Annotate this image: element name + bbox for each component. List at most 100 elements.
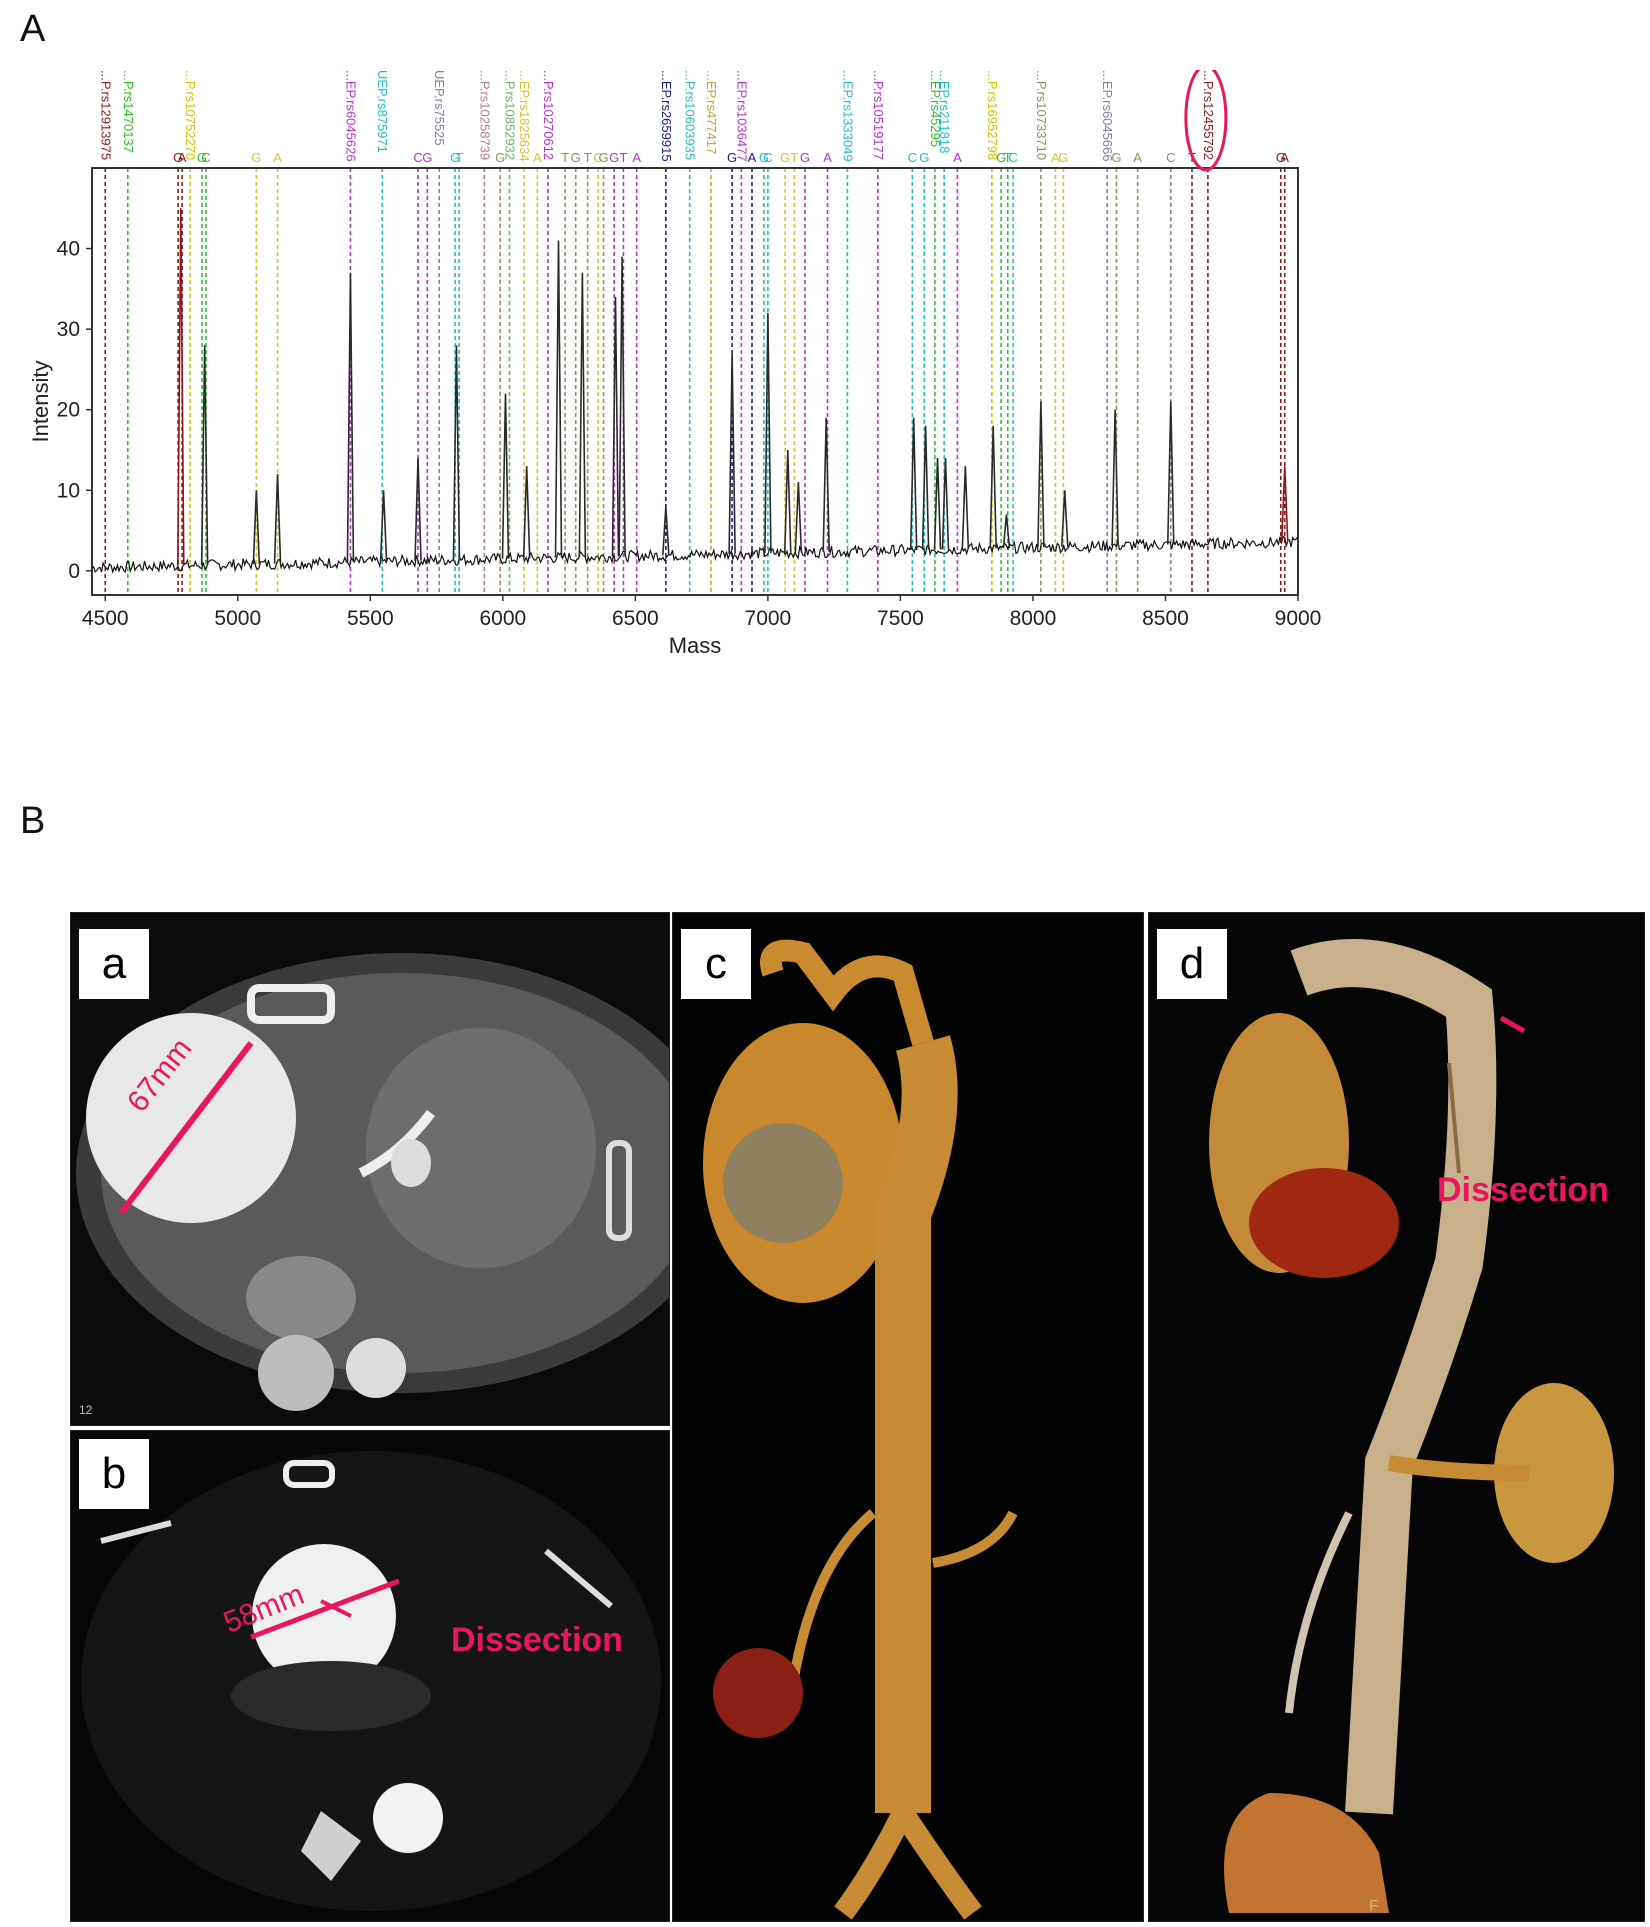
allele-label: G xyxy=(197,150,207,165)
x-tick-label: 6000 xyxy=(479,607,526,630)
3d-panel-c: c xyxy=(672,912,1144,1922)
peak xyxy=(414,458,422,561)
allele-label: G xyxy=(1058,150,1068,165)
marker-label: ...EP.rs1333049 xyxy=(840,70,855,162)
allele-label: G xyxy=(422,150,432,165)
marker-label: ...P.rs10733710 xyxy=(1034,70,1049,160)
allele-label: A xyxy=(533,150,542,165)
peak xyxy=(921,425,930,550)
allele-label: G xyxy=(727,150,737,165)
allele-label: T xyxy=(561,150,569,165)
panel-letter-b: B xyxy=(20,800,46,842)
peak xyxy=(728,353,736,554)
x-tick-label: 5500 xyxy=(347,607,394,630)
x-tick-label: 7500 xyxy=(877,607,924,630)
allele-label: A xyxy=(273,150,282,165)
orientation-mark-d: F xyxy=(1369,1898,1379,1915)
peak xyxy=(1280,466,1289,543)
peak xyxy=(611,296,620,557)
marker-lines xyxy=(104,168,1286,595)
allele-label: T xyxy=(455,150,463,165)
marker-label: ...EP.rs2659915 xyxy=(659,70,674,162)
allele-label: G xyxy=(919,150,929,165)
peak xyxy=(501,393,510,559)
3d-panel-d: d Dissection F xyxy=(1148,912,1645,1922)
allele-label: A xyxy=(1051,150,1060,165)
peak xyxy=(522,466,531,559)
peak xyxy=(452,345,461,560)
marker-labels: ...P.rs12913975 ...P.rs1470137GA...P.rs10… xyxy=(98,70,1289,165)
marker-label: ...P.rs10519177 xyxy=(871,70,886,160)
subpanel-label-a: a xyxy=(79,929,149,999)
slice-number: 12 xyxy=(79,1403,93,1417)
y-tick-label: 10 xyxy=(57,479,80,502)
x-tick-label: 6500 xyxy=(612,607,659,630)
y-tick-label: 30 xyxy=(57,318,80,341)
marker-label: UEP.rs75525 xyxy=(432,70,447,146)
allele-label: C xyxy=(1008,150,1017,165)
marker-label: ...P.rs10752270 xyxy=(183,70,198,160)
peak xyxy=(822,417,831,552)
peak xyxy=(273,474,282,564)
aorta-3d-render-c xyxy=(673,913,1143,1921)
ct-axial-image-b xyxy=(71,1431,669,1921)
spectrum-peaks xyxy=(176,208,1289,566)
allele-label: G xyxy=(609,150,619,165)
allele-label: C xyxy=(594,150,603,165)
allele-label: G xyxy=(996,150,1006,165)
allele-label: T xyxy=(790,150,798,165)
marker-label: ...P.rs12913975 xyxy=(98,70,113,160)
allele-label: A xyxy=(748,150,757,165)
y-axis-label: Intensity xyxy=(28,361,53,443)
peak xyxy=(1111,409,1119,546)
ct-panel-a: a 67mm 12 xyxy=(70,912,670,1426)
allele-label: G xyxy=(598,150,608,165)
subpanel-label-d: d xyxy=(1157,929,1227,999)
aorta-3d-render-d xyxy=(1149,913,1644,1921)
baseline-trace xyxy=(91,535,1298,575)
allele-label: G xyxy=(173,150,183,165)
allele-label: C xyxy=(1166,150,1175,165)
y-tick-label: 0 xyxy=(68,560,80,583)
peak xyxy=(794,482,803,553)
marker-label: ...P.rs12455792 xyxy=(1201,70,1216,160)
ct-axial-image-a xyxy=(71,913,669,1425)
allele-label: T xyxy=(584,150,592,165)
peak xyxy=(662,506,670,556)
peak xyxy=(933,458,942,550)
peak xyxy=(554,240,563,558)
marker-label: ...EP.rs6045666 xyxy=(1100,70,1115,162)
x-tick-label: 7000 xyxy=(745,607,792,630)
y-tick-label: 20 xyxy=(57,399,80,422)
peak xyxy=(618,256,626,557)
allele-label: C xyxy=(908,150,917,165)
peak xyxy=(1037,401,1045,548)
marker-label: UEP.rs875971 xyxy=(375,70,390,153)
allele-label: G xyxy=(800,150,810,165)
peak xyxy=(989,425,997,549)
x-tick-label: 8500 xyxy=(1142,607,1189,630)
peak xyxy=(346,272,355,563)
marker-label: ...P.rs10603935 xyxy=(683,70,698,160)
highlight-circle xyxy=(1184,70,1228,172)
x-axis-label: Mass xyxy=(669,633,722,658)
y-tick-label: 40 xyxy=(57,238,80,261)
allele-label: A xyxy=(632,150,641,165)
allele-label: C xyxy=(413,150,422,165)
ct-panel-b: b 58mm Dissection xyxy=(70,1430,670,1922)
peak xyxy=(252,490,261,565)
marker-label: ...EP.rs211818 xyxy=(937,70,952,153)
x-tick-label: 4500 xyxy=(82,607,129,630)
peak xyxy=(1002,514,1011,549)
x-tick-label: 5000 xyxy=(214,607,261,630)
marker-label: ...EP.rs477417 xyxy=(704,70,719,154)
allele-label: G xyxy=(759,150,769,165)
spectrum-trace xyxy=(91,535,1298,575)
x-tick-label: 8000 xyxy=(1010,607,1057,630)
x-tick-label: 9000 xyxy=(1275,607,1322,630)
allele-label: G xyxy=(1111,150,1121,165)
peak xyxy=(176,208,185,566)
allele-label: A xyxy=(953,150,962,165)
allele-label: A xyxy=(1133,150,1142,165)
peak xyxy=(1060,490,1069,547)
